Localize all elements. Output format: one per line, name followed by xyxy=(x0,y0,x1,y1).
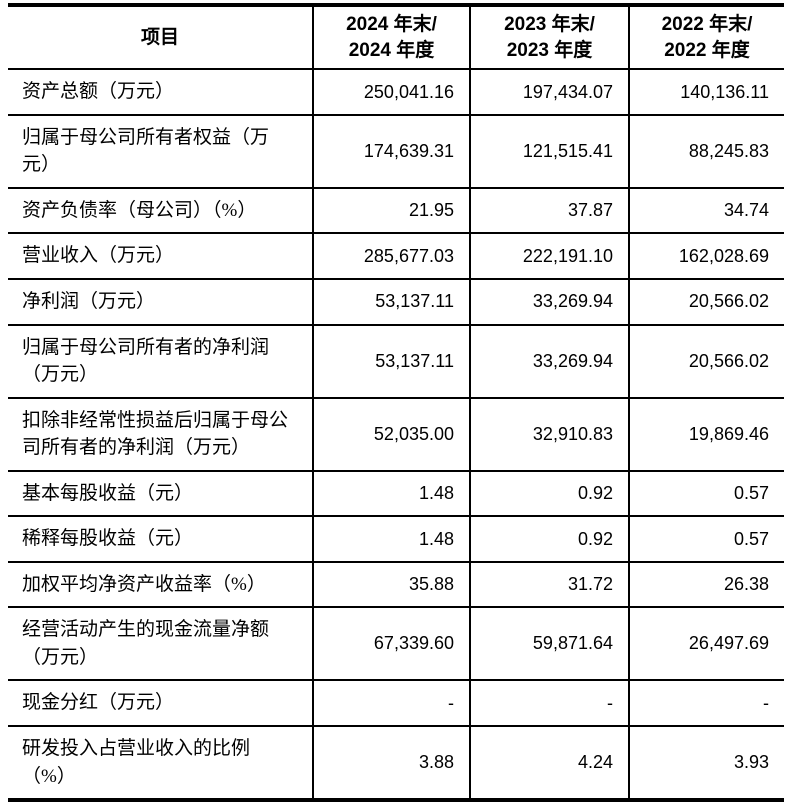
value-2022: 20,566.02 xyxy=(628,278,784,325)
row-label: 稀释每股收益（元） xyxy=(8,515,313,562)
value-2024: 53,137.11 xyxy=(312,323,470,398)
value-2023: 32,910.83 xyxy=(469,396,629,471)
value-2024: 53,137.11 xyxy=(312,278,470,325)
value-2022: 0.57 xyxy=(628,515,784,562)
financial-table: 项目 2024 年末/ 2024 年度 2023 年末/ 2023 年度 202… xyxy=(8,3,784,802)
table-row-net-profit: 净利润（万元） 53,137.11 33,269.94 20,566.02 xyxy=(8,278,784,325)
table-row-rd-ratio: 研发投入占营业收入的比例 （%） 3.88 4.24 3.93 xyxy=(8,725,784,801)
value-2024: 21.95 xyxy=(312,186,470,234)
value-2022: 26.38 xyxy=(628,560,784,608)
table-row-cash-dividend: 现金分红（万元） - - - xyxy=(8,679,784,727)
value-2024: 250,041.16 xyxy=(312,68,470,115)
value-2022: 26,497.69 xyxy=(628,606,784,681)
column-header-2023: 2023 年末/ 2023 年度 xyxy=(469,5,629,70)
value-2023: 59,871.64 xyxy=(469,606,629,681)
row-label: 加权平均净资产收益率（%） xyxy=(8,560,313,608)
value-2024: 3.88 xyxy=(312,725,470,801)
table-row-basic-eps: 基本每股收益（元） 1.48 0.92 0.57 xyxy=(8,469,784,517)
value-2022: 88,245.83 xyxy=(628,113,784,188)
value-2023: 33,269.94 xyxy=(469,278,629,325)
row-label: 净利润（万元） xyxy=(8,278,313,325)
value-2024: 285,677.03 xyxy=(312,232,470,280)
value-2023: 33,269.94 xyxy=(469,323,629,398)
value-2022: 34.74 xyxy=(628,186,784,234)
value-2023: - xyxy=(469,679,629,727)
row-label: 归属于母公司所有者权益（万 元） xyxy=(8,113,313,188)
table-row-debt-ratio: 资产负债率（母公司）（%） 21.95 37.87 34.74 xyxy=(8,186,784,234)
row-label: 研发投入占营业收入的比例 （%） xyxy=(8,725,313,801)
value-2022: - xyxy=(628,679,784,727)
value-2024: - xyxy=(312,679,470,727)
value-2023: 4.24 xyxy=(469,725,629,801)
header-row: 项目 2024 年末/ 2024 年度 2023 年末/ 2023 年度 202… xyxy=(8,5,784,70)
column-header-item: 项目 xyxy=(140,26,179,48)
table-row-diluted-eps: 稀释每股收益（元） 1.48 0.92 0.57 xyxy=(8,515,784,562)
column-header-2022: 2022 年末/ 2022 年度 xyxy=(628,5,784,70)
row-label: 现金分红（万元） xyxy=(8,679,313,727)
value-2023: 0.92 xyxy=(469,469,629,517)
table-row-weighted-roe: 加权平均净资产收益率（%） 35.88 31.72 26.38 xyxy=(8,560,784,608)
table-row-deducted-net-profit: 扣除非经常性损益后归属于母公 司所有者的净利润（万元） 52,035.00 32… xyxy=(8,396,784,471)
table-row-parent-equity: 归属于母公司所有者权益（万 元） 174,639.31 121,515.41 8… xyxy=(8,113,784,188)
table-row-operating-revenue: 营业收入（万元） 285,677.03 222,191.10 162,028.6… xyxy=(8,232,784,280)
table-row-total-assets: 资产总额（万元） 250,041.16 197,434.07 140,136.1… xyxy=(8,68,784,115)
value-2024: 67,339.60 xyxy=(312,606,470,681)
value-2024: 1.48 xyxy=(312,515,470,562)
row-label: 基本每股收益（元） xyxy=(8,469,313,517)
value-2023: 31.72 xyxy=(469,560,629,608)
row-label: 扣除非经常性损益后归属于母公 司所有者的净利润（万元） xyxy=(8,396,313,471)
row-label: 营业收入（万元） xyxy=(8,232,313,280)
value-2022: 19,869.46 xyxy=(628,396,784,471)
value-2023: 121,515.41 xyxy=(469,113,629,188)
value-2022: 20,566.02 xyxy=(628,323,784,398)
row-label: 经营活动产生的现金流量净额 （万元） xyxy=(8,606,313,681)
table-row-parent-net-profit: 归属于母公司所有者的净利润 （万元） 53,137.11 33,269.94 2… xyxy=(8,323,784,398)
value-2024: 174,639.31 xyxy=(312,113,470,188)
value-2022: 0.57 xyxy=(628,469,784,517)
column-header-2024: 2024 年末/ 2024 年度 xyxy=(312,5,470,70)
value-2024: 35.88 xyxy=(312,560,470,608)
value-2022: 162,028.69 xyxy=(628,232,784,280)
value-2023: 37.87 xyxy=(469,186,629,234)
value-2022: 140,136.11 xyxy=(628,68,784,115)
value-2024: 52,035.00 xyxy=(312,396,470,471)
value-2024: 1.48 xyxy=(312,469,470,517)
financial-summary-table: 项目 2024 年末/ 2024 年度 2023 年末/ 2023 年度 202… xyxy=(8,3,784,802)
value-2023: 0.92 xyxy=(469,515,629,562)
value-2023: 197,434.07 xyxy=(469,68,629,115)
row-label: 资产总额（万元） xyxy=(8,68,313,115)
value-2023: 222,191.10 xyxy=(469,232,629,280)
table-row-operating-cash-flow: 经营活动产生的现金流量净额 （万元） 67,339.60 59,871.64 2… xyxy=(8,606,784,681)
row-label: 归属于母公司所有者的净利润 （万元） xyxy=(8,323,313,398)
value-2022: 3.93 xyxy=(628,725,784,801)
row-label: 资产负债率（母公司）（%） xyxy=(8,186,313,234)
